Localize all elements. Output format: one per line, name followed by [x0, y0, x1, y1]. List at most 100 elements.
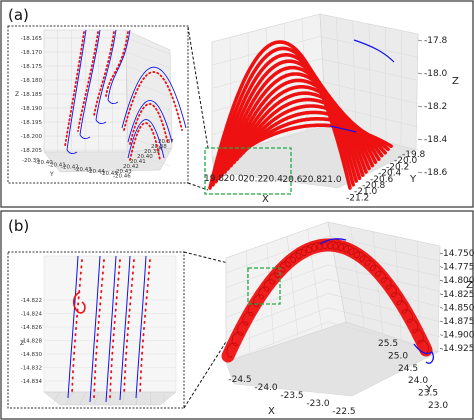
- y-tick-label: -20.41: [48, 162, 66, 168]
- y-tick-label: -20.8: [362, 181, 386, 191]
- red-trajectory: [129, 103, 169, 145]
- main-b-x-ticks: -24.5-24.0-23.5-23.0-22.5: [228, 375, 355, 417]
- inset-b-grid: [44, 299, 176, 406]
- inset-a-trajectories: [64, 29, 187, 161]
- tick-mark: [417, 72, 423, 75]
- blue-hook: [79, 134, 91, 140]
- y-tick-label: -20.2: [386, 162, 409, 172]
- grid-line: [319, 58, 419, 81]
- y-tick-label: -20.46: [113, 173, 131, 179]
- grid-line: [225, 321, 329, 363]
- blue-trajectory: [119, 255, 131, 401]
- z-tick-label: 14.875: [443, 317, 474, 327]
- x-tick-label: -23.0: [306, 399, 330, 409]
- z-tick-label: -18.190: [21, 106, 43, 112]
- red-loop: [72, 291, 86, 314]
- grid-line: [437, 245, 441, 353]
- y-tick-label: -21.0: [354, 187, 378, 197]
- x-tick-label: 20.37: [158, 139, 174, 145]
- red-trajectory: [71, 259, 83, 395]
- tick-mark: [439, 334, 444, 336]
- z-tick-label: -18.2: [424, 102, 447, 112]
- x-tick-label: 20.0: [224, 174, 244, 184]
- z-tick-label: -14.830: [21, 352, 43, 358]
- z-tick-label: -18.175: [21, 64, 43, 70]
- y-tick-label: 24.5: [398, 364, 418, 374]
- z-tick-label: -14.828: [21, 339, 43, 345]
- red-trajectory: [105, 31, 129, 97]
- y-tick-label: -20.6: [370, 175, 394, 185]
- x-tick-label: 19.8: [204, 174, 224, 184]
- main-a-trajectories: [208, 39, 395, 190]
- grid-line: [319, 80, 419, 104]
- z-tick-label: -14.826: [21, 325, 43, 331]
- main-a-y-axis-label: Y: [409, 174, 417, 185]
- tick-mark: [417, 138, 423, 141]
- floor-grid-line: [79, 391, 87, 406]
- inset-b-z-axis-label: Z: [20, 340, 24, 347]
- blue-trajectory-tail: [353, 39, 395, 63]
- tick-mark: [439, 266, 444, 268]
- y-tick-label: -21.2: [346, 193, 369, 203]
- z-tick-label: -17.8: [424, 36, 448, 46]
- main-b-y-ticks: 23.0 23.5 24.0 24.5 25.0 25.5: [378, 339, 448, 411]
- grid-line: [225, 307, 329, 348]
- z-tick-label: -18.170: [21, 50, 43, 56]
- floor-grid-line: [121, 391, 126, 406]
- red-trajectory: [129, 122, 161, 161]
- z-tick-label: -18.180: [21, 78, 43, 84]
- z-tick-label: -18.185: [21, 92, 43, 98]
- y-tick-label: 23.5: [418, 389, 438, 399]
- main-b-floor: [225, 321, 439, 397]
- y-tick-label: -20.0: [394, 156, 418, 166]
- z-tick-label: 14.775: [443, 263, 474, 273]
- grid-line: [385, 27, 387, 143]
- tick-mark: [439, 347, 444, 350]
- floor-grid-line: [65, 391, 74, 406]
- inset-a-y-axis-label: Y: [49, 171, 54, 178]
- x-tick-label: -24.5: [228, 375, 251, 385]
- grid-line: [286, 236, 299, 339]
- blue-hook: [107, 99, 119, 105]
- blue-trajectory: [105, 255, 117, 403]
- z-tick-label: 14.800: [443, 276, 474, 286]
- z-tick-label: -18.205: [21, 148, 43, 154]
- grid-line: [350, 226, 365, 329]
- y-tick-label: 23.0: [428, 401, 448, 411]
- y-tick-label: 24.0: [408, 376, 428, 386]
- main-a-y-ticks: -19.8-20.0-20.2-20.4-20.6-20.8-21.0-21.2: [346, 150, 426, 203]
- z-tick-label: 14.825: [443, 290, 474, 300]
- z-tick-label: -18.200: [21, 134, 43, 140]
- blue-trajectory: [79, 29, 101, 136]
- x-tick-label: 20.8: [302, 175, 322, 185]
- red-trajectory: [77, 31, 99, 132]
- red-trajectory: [123, 259, 135, 397]
- x-tick-label: 21.0: [322, 175, 342, 185]
- z-tick-label: -18.4: [424, 135, 448, 145]
- inset-a-floor: [43, 147, 173, 173]
- x-tick-label: -24.0: [254, 383, 278, 393]
- red-trajectory: [93, 31, 115, 117]
- blue-trajectory-tail: [413, 343, 434, 364]
- x-tick-label: 20.42: [123, 164, 139, 170]
- y-tick-label: -20.44: [87, 169, 105, 175]
- x-tick-label: 20.4: [263, 175, 283, 185]
- panel-b-label: (b): [8, 217, 29, 235]
- blue-trajectory: [135, 255, 147, 399]
- blue-trajectory-tail: [329, 125, 357, 133]
- grid-line: [327, 278, 441, 307]
- main-b-z-ticks: 14.750 14.775 14.800 14.825 14.850 14.875 14.9…: [439, 249, 474, 354]
- red-trajectory: [139, 259, 151, 395]
- tick-mark: [439, 307, 444, 309]
- main-a-x-axis-label: X: [262, 194, 269, 205]
- floor-grid-line: [149, 391, 152, 406]
- panel-a-zoom-box: [204, 147, 292, 195]
- blue-trajectory: [67, 255, 79, 399]
- y-tick-label: -20.43: [74, 167, 92, 173]
- blue-trajectory: [121, 66, 187, 129]
- z-tick-label: -18.195: [21, 120, 43, 126]
- grid-line: [125, 149, 171, 167]
- main-b-x-axis-label: X: [268, 406, 275, 417]
- inset-b-z-ticks: -14.822 -14.824 -14.826 -14.828 -14.830 -14.8…: [21, 298, 43, 385]
- x-tick-label: 20.2: [243, 174, 263, 184]
